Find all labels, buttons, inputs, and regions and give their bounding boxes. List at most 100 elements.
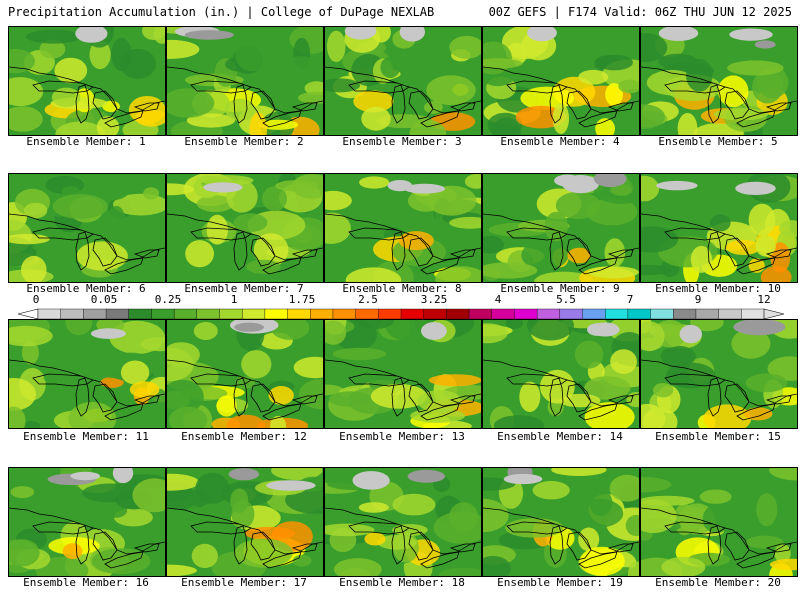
- lake-outline: [736, 257, 776, 275]
- colorbar-max-arrow: [763, 308, 785, 320]
- colorbar-swatch: [264, 308, 288, 320]
- ensemble-map-panel: [324, 26, 482, 136]
- lake-outline: [233, 525, 248, 565]
- precip-map: [641, 468, 797, 576]
- lake-outline: [724, 237, 750, 267]
- colorbar-swatch: [468, 308, 493, 320]
- lake-outline: [549, 525, 564, 565]
- ensemble-map-panel: [324, 173, 482, 283]
- lake-outline: [664, 227, 726, 241]
- lake-outline: [104, 403, 144, 421]
- ensemble-member-label: Ensemble Member: 20: [655, 576, 781, 589]
- precip-map: [325, 320, 481, 428]
- ensemble-map-panel: [166, 467, 324, 577]
- lake-outline: [736, 110, 776, 128]
- lake-outline: [420, 403, 460, 421]
- lake-outline: [75, 525, 90, 565]
- lake-outline: [348, 80, 410, 94]
- lake-outline: [765, 395, 792, 405]
- lake-outline: [262, 257, 302, 275]
- colorbar-swatch: [105, 308, 130, 320]
- lake-outline: [75, 231, 90, 271]
- lake-outline: [291, 249, 318, 259]
- lake-outline: [104, 551, 144, 569]
- colorbar-tick-label: 2.5: [358, 293, 378, 306]
- lake-outline: [449, 249, 476, 259]
- lake-outline: [664, 521, 726, 535]
- ensemble-map-panel: [640, 173, 798, 283]
- lake-outline: [736, 403, 776, 421]
- lake-outline: [566, 90, 592, 120]
- ensemble-member-label: Ensemble Member: 10: [655, 282, 781, 295]
- lake-outline: [408, 90, 434, 120]
- lake-outline: [190, 373, 252, 387]
- lake-outline: [506, 80, 568, 94]
- colorbar-swatch: [400, 308, 425, 320]
- lake-outline: [133, 395, 160, 405]
- lake-outline: [291, 395, 318, 405]
- colorbar-swatch: [718, 308, 742, 320]
- lake-outline: [408, 383, 434, 413]
- colorbar-swatch: [219, 308, 243, 320]
- lake-outline: [291, 543, 318, 553]
- colorbar-swatch: [695, 308, 720, 320]
- lake-outline: [250, 90, 276, 120]
- lake-outline: [765, 543, 792, 553]
- lake-outline: [32, 521, 94, 535]
- lake-outline: [607, 102, 634, 112]
- lake-outline: [291, 102, 318, 112]
- ensemble-map-panel: [482, 26, 640, 136]
- ensemble-member-label: Ensemble Member: 4: [500, 135, 620, 148]
- ensemble-map-panel: [166, 26, 324, 136]
- lake-outline: [449, 102, 476, 112]
- precip-map: [641, 320, 797, 428]
- lake-outline: [607, 249, 634, 259]
- colorbar-swatch: [741, 308, 765, 320]
- lake-outline: [75, 84, 90, 124]
- colorbar-tick-label: 12: [757, 293, 771, 306]
- lake-outline: [549, 231, 564, 271]
- lake-outline: [233, 84, 248, 124]
- lake-outline: [724, 90, 750, 120]
- colorbar-swatch: [536, 308, 561, 320]
- ensemble-map-panel: [640, 26, 798, 136]
- lake-outline: [724, 383, 750, 413]
- ensemble-map-panel: [8, 26, 166, 136]
- lake-outline: [506, 373, 568, 387]
- lake-outline: [391, 84, 406, 124]
- precip-map: [483, 174, 639, 282]
- ensemble-member-label: Ensemble Member: 8: [342, 282, 462, 295]
- ensemble-map-panel: [8, 467, 166, 577]
- ensemble-member-label: Ensemble Member: 9: [500, 282, 620, 295]
- colorbar-swatch: [151, 308, 175, 320]
- chart-title: Precipitation Accumulation (in.) | Colle…: [8, 5, 435, 19]
- lake-outline: [32, 227, 94, 241]
- precip-map: [325, 27, 481, 135]
- lake-outline: [190, 80, 252, 94]
- ensemble-map-panel: [482, 467, 640, 577]
- lake-outline: [506, 227, 568, 241]
- lake-outline: [664, 80, 726, 94]
- colorbar-swatch: [173, 308, 198, 320]
- lake-outline: [566, 383, 592, 413]
- colorbar-swatch: [650, 308, 674, 320]
- precip-map: [167, 468, 323, 576]
- lake-outline: [92, 531, 118, 561]
- precip-map: [483, 468, 639, 576]
- colorbar-swatch: [310, 308, 334, 320]
- ensemble-map-panel: [166, 173, 324, 283]
- ensemble-member-label: Ensemble Member: 1: [26, 135, 146, 148]
- ensemble-member-label: Ensemble Member: 13: [339, 430, 465, 443]
- colorbar-swatch: [287, 308, 311, 320]
- ensemble-member-label: Ensemble Member: 6: [26, 282, 146, 295]
- colorbar-tick-label: 1.75: [288, 293, 316, 306]
- lake-outline: [233, 231, 248, 271]
- colorbar-swatch: [37, 308, 62, 320]
- lake-outline: [566, 237, 592, 267]
- precip-map: [641, 27, 797, 135]
- colorbar-swatch: [559, 308, 583, 320]
- precip-map: [9, 468, 165, 576]
- colorbar-swatch: [627, 308, 651, 320]
- lake-outline: [391, 377, 406, 417]
- colorbar-swatches: [17, 308, 785, 320]
